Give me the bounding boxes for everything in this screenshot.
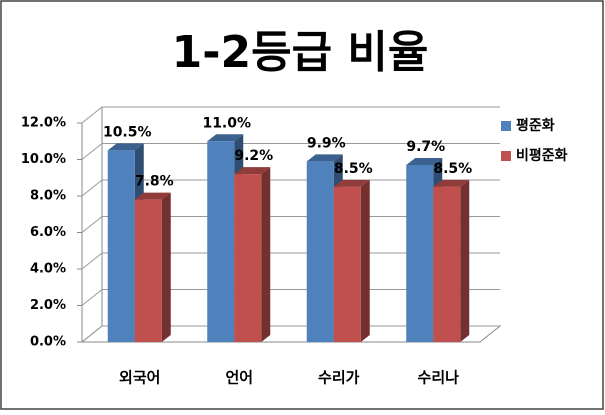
value-label: 9.2%: [234, 148, 273, 164]
bar-top: [134, 192, 171, 200]
bar-top: [306, 154, 343, 162]
bar-side: [161, 192, 171, 342]
bar-side: [360, 179, 370, 342]
bar: [107, 150, 135, 342]
bar: [134, 199, 162, 342]
bar: [406, 164, 434, 342]
y-tick-label: 10.0%: [21, 152, 66, 167]
grid-line: [81, 143, 500, 160]
bar: [306, 161, 334, 342]
y-tick-label: 0.0%: [30, 335, 66, 350]
value-label: 9.7%: [406, 139, 445, 155]
bar-side: [460, 179, 470, 342]
value-label: 9.9%: [307, 135, 346, 151]
bar-side: [261, 167, 271, 342]
grid-line: [81, 106, 500, 124]
bar-top: [234, 167, 271, 175]
legend-label: 비평준화: [516, 147, 568, 164]
value-label: 8.5%: [334, 161, 373, 177]
value-label: 10.5%: [103, 124, 152, 140]
legend-swatch: [501, 121, 511, 131]
legend-swatch: [501, 151, 511, 161]
bar: [207, 141, 235, 342]
bar: [333, 186, 361, 342]
value-label: 7.8%: [135, 174, 174, 190]
bar: [433, 186, 461, 342]
y-tick-label: 6.0%: [30, 225, 66, 240]
y-tick-label: 2.0%: [30, 298, 66, 313]
legend-label: 평준화: [516, 117, 555, 134]
x-tick-label: 외국어: [119, 369, 160, 387]
bar-top: [333, 179, 370, 187]
value-label: 11.0%: [202, 115, 251, 131]
bar: [234, 174, 262, 342]
bar-top: [406, 157, 443, 165]
value-label: 8.5%: [433, 161, 472, 177]
x-tick-label: 수리나: [418, 369, 460, 387]
y-tick-label: 12.0%: [21, 116, 66, 131]
x-tick-label: 언어: [225, 369, 253, 387]
x-tick-label: 수리가: [318, 369, 360, 387]
bar-top: [107, 143, 144, 151]
bar-top: [207, 134, 244, 142]
bar-top: [433, 179, 470, 187]
chart-title: 1-2등급 비율: [172, 27, 429, 78]
y-tick-label: 8.0%: [30, 189, 66, 204]
y-tick-label: 4.0%: [30, 262, 66, 277]
